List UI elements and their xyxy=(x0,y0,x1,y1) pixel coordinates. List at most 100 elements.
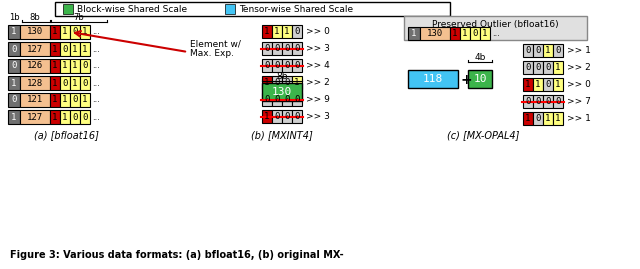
FancyBboxPatch shape xyxy=(553,112,563,125)
Text: Tensor-wise Shared Scale: Tensor-wise Shared Scale xyxy=(239,5,353,15)
Text: 0: 0 xyxy=(525,97,531,106)
Text: 127: 127 xyxy=(27,112,43,122)
Text: 1: 1 xyxy=(412,29,417,38)
Text: 0: 0 xyxy=(264,44,269,53)
Text: >> 2: >> 2 xyxy=(567,63,591,72)
Text: 0: 0 xyxy=(472,29,477,38)
FancyBboxPatch shape xyxy=(272,110,282,123)
FancyBboxPatch shape xyxy=(20,59,50,73)
Text: +: + xyxy=(461,73,472,87)
FancyBboxPatch shape xyxy=(63,4,73,14)
Text: 1: 1 xyxy=(452,29,458,38)
Text: 0: 0 xyxy=(535,114,541,123)
FancyBboxPatch shape xyxy=(8,59,20,73)
FancyBboxPatch shape xyxy=(553,61,563,74)
FancyBboxPatch shape xyxy=(80,59,90,73)
Text: 1: 1 xyxy=(83,95,88,104)
Text: 130: 130 xyxy=(427,29,443,38)
Text: 130: 130 xyxy=(27,27,43,37)
Text: 127: 127 xyxy=(27,44,43,54)
FancyBboxPatch shape xyxy=(408,27,420,40)
FancyBboxPatch shape xyxy=(262,59,272,72)
Text: 0: 0 xyxy=(275,112,280,121)
Text: (a) [bfloat16]: (a) [bfloat16] xyxy=(33,130,99,140)
FancyBboxPatch shape xyxy=(553,44,563,57)
Text: 0: 0 xyxy=(83,112,88,122)
FancyBboxPatch shape xyxy=(533,78,543,91)
FancyBboxPatch shape xyxy=(523,95,533,108)
Text: 0: 0 xyxy=(535,97,541,106)
Text: 1: 1 xyxy=(264,27,269,36)
Text: 0: 0 xyxy=(62,44,68,54)
FancyBboxPatch shape xyxy=(460,27,470,40)
Text: 0: 0 xyxy=(62,79,68,87)
Text: ...: ... xyxy=(92,44,100,54)
FancyBboxPatch shape xyxy=(523,112,533,125)
Text: 1: 1 xyxy=(525,114,531,123)
FancyBboxPatch shape xyxy=(523,78,533,91)
FancyBboxPatch shape xyxy=(70,76,80,90)
FancyBboxPatch shape xyxy=(523,61,533,74)
Text: 8b: 8b xyxy=(29,13,40,22)
Text: 1: 1 xyxy=(52,27,58,37)
FancyBboxPatch shape xyxy=(20,110,50,124)
Text: 1: 1 xyxy=(462,29,468,38)
Text: 0: 0 xyxy=(83,79,88,87)
Text: 10: 10 xyxy=(473,74,487,84)
FancyBboxPatch shape xyxy=(292,93,302,106)
FancyBboxPatch shape xyxy=(50,93,60,107)
FancyBboxPatch shape xyxy=(262,93,272,106)
Text: 1: 1 xyxy=(284,27,290,36)
FancyBboxPatch shape xyxy=(262,25,272,38)
Text: 0: 0 xyxy=(284,44,290,53)
FancyBboxPatch shape xyxy=(553,95,563,108)
Text: >> 9: >> 9 xyxy=(306,95,330,104)
FancyBboxPatch shape xyxy=(70,59,80,73)
Text: 1: 1 xyxy=(52,79,58,87)
Text: ...: ... xyxy=(92,62,100,70)
Text: >> 1: >> 1 xyxy=(567,46,591,55)
Text: 1: 1 xyxy=(72,44,77,54)
Text: 0: 0 xyxy=(284,78,290,87)
Text: (c) [MX-OPAL4]: (c) [MX-OPAL4] xyxy=(447,130,519,140)
Text: ...: ... xyxy=(92,27,100,37)
Text: 0: 0 xyxy=(294,27,300,36)
FancyBboxPatch shape xyxy=(480,27,490,40)
Text: 1: 1 xyxy=(556,80,561,89)
FancyBboxPatch shape xyxy=(282,42,292,55)
Text: ...: ... xyxy=(92,95,100,104)
FancyBboxPatch shape xyxy=(533,95,543,108)
FancyBboxPatch shape xyxy=(50,110,60,124)
FancyBboxPatch shape xyxy=(70,93,80,107)
Text: >> 4: >> 4 xyxy=(306,61,330,70)
Text: 1: 1 xyxy=(535,80,541,89)
FancyBboxPatch shape xyxy=(70,110,80,124)
FancyBboxPatch shape xyxy=(60,42,70,56)
FancyBboxPatch shape xyxy=(262,110,272,123)
Text: 0: 0 xyxy=(12,62,17,70)
FancyBboxPatch shape xyxy=(292,110,302,123)
FancyBboxPatch shape xyxy=(523,44,533,57)
FancyBboxPatch shape xyxy=(262,42,272,55)
Text: 1: 1 xyxy=(545,46,550,55)
FancyBboxPatch shape xyxy=(50,59,60,73)
Text: ...: ... xyxy=(92,79,100,87)
FancyBboxPatch shape xyxy=(272,76,282,89)
FancyBboxPatch shape xyxy=(8,42,20,56)
FancyBboxPatch shape xyxy=(8,76,20,90)
Text: 8b: 8b xyxy=(276,72,288,81)
Text: ...: ... xyxy=(492,29,500,38)
FancyBboxPatch shape xyxy=(282,59,292,72)
Text: 0: 0 xyxy=(294,112,300,121)
Text: 1: 1 xyxy=(556,114,561,123)
Text: >> 3: >> 3 xyxy=(306,112,330,121)
Text: 0: 0 xyxy=(12,44,17,54)
Text: 1: 1 xyxy=(264,112,269,121)
Text: 0: 0 xyxy=(535,46,541,55)
Text: 4b: 4b xyxy=(474,53,486,62)
FancyBboxPatch shape xyxy=(20,93,50,107)
FancyBboxPatch shape xyxy=(408,70,458,88)
Text: 0: 0 xyxy=(294,44,300,53)
FancyBboxPatch shape xyxy=(50,76,60,90)
Text: ...: ... xyxy=(92,112,100,122)
